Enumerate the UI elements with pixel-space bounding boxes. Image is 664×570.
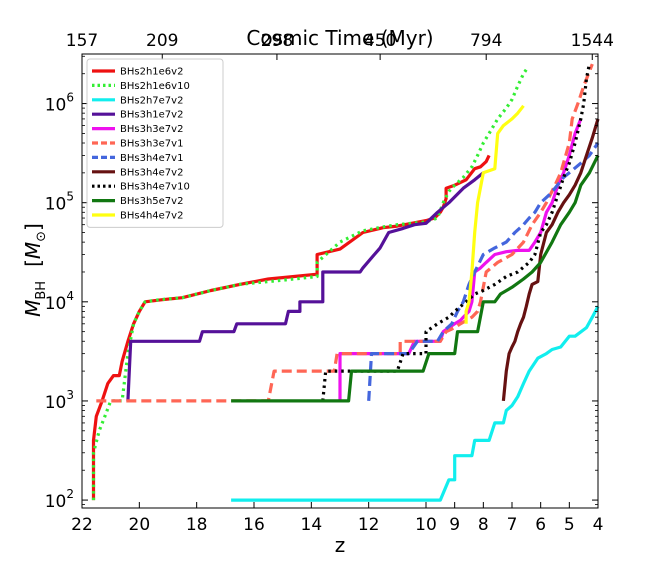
series-line-BHs3h3e7v2: [338, 118, 583, 401]
top-tick-label: 209: [146, 31, 178, 51]
left-axis: 102 103 104 105 106: [45, 55, 598, 512]
top-axis: 157 209 298 450 794 1544: [66, 31, 614, 60]
legend-label-BHs4h4e7v2: BHs4h4e7v2: [120, 211, 183, 222]
x-tick-label: 8: [478, 515, 489, 535]
x-tick-label: 14: [301, 515, 323, 535]
x-tick-label: 9: [449, 515, 460, 535]
legend-box: [86, 58, 224, 228]
series-line-BHs4h4e7v2: [464, 104, 525, 324]
plot-content: [91, 63, 600, 502]
y-axis-unit-open: [: [21, 259, 45, 267]
x-tick-label: 7: [507, 515, 518, 535]
legend-label-BHs2h7e7v2: BHs2h7e7v2: [120, 95, 183, 106]
x-tick-label: 16: [243, 515, 265, 535]
top-tick-label: 298: [261, 31, 293, 51]
y-tick-label: 102: [45, 487, 74, 512]
series-line-BHs3h5e7v2: [231, 154, 600, 403]
top-tick-label: 1544: [571, 31, 614, 51]
x-tick-label: 6: [535, 515, 546, 535]
y-tick-label: 103: [45, 388, 74, 413]
y-tick-label: 105: [45, 190, 74, 215]
y-axis-symbol: M: [21, 300, 45, 317]
series-line-BHs3h4e7v1: [367, 142, 600, 401]
series-line-BHs3h1e7v2: [126, 171, 485, 401]
legend-label-BHs3h3e7v1: BHs3h3e7v1: [120, 139, 183, 150]
y-axis-subscript: BH: [34, 281, 49, 300]
top-tick-label: 794: [470, 31, 502, 51]
svg-text:MBH[M⊙]: MBH[M⊙]: [21, 223, 49, 317]
top-tick-label: 450: [364, 31, 396, 51]
legend-label-BHs3h5e7v2: BHs3h5e7v2: [120, 196, 183, 207]
x-tick-label: 4: [593, 515, 604, 535]
y-tick-label: 106: [45, 91, 74, 116]
legend: BHs2h1e6v2 BHs2h1e6v10 BHs2h7e7v2 BHs3h1e7v…: [86, 58, 224, 228]
legend-label-BHs3h4e7v2: BHs3h4e7v2: [120, 167, 183, 178]
top-axis-title: Cosmic Time (Myr): [246, 26, 433, 50]
x-tick-label: 18: [186, 515, 208, 535]
top-tick-label: 157: [66, 31, 98, 51]
series-line-BHs2h7e7v2: [231, 305, 600, 502]
y-axis-unit-symbol: M: [21, 242, 45, 259]
x-tick-label: 12: [358, 515, 380, 535]
legend-label-BHs3h3e7v2: BHs3h3e7v2: [120, 124, 183, 135]
legend-label-BHs3h4e7v1: BHs3h4e7v1: [120, 153, 183, 164]
series-line-BHs2h1e6v2: [91, 154, 491, 501]
x-tick-label: 5: [564, 515, 575, 535]
legend-label-BHs2h1e6v10: BHs2h1e6v10: [120, 81, 190, 92]
y-tick-label: 104: [45, 289, 74, 314]
series-line-BHs3h4e7v2: [501, 118, 600, 402]
y-axis-unit-subscript: ⊙: [34, 231, 49, 242]
bottom-axis: 22 20 18 16 14 12 10 9 8 7 6 5 4: [71, 502, 603, 535]
series-line-BHs3h3e7v1: [96, 63, 594, 403]
x-tick-label: 22: [71, 515, 93, 535]
plot-frame: [81, 53, 599, 509]
y-axis-unit-close: ]: [21, 223, 45, 231]
legend-label-BHs2h1e6v2: BHs2h1e6v2: [120, 67, 183, 78]
legend-label-BHs3h1e7v2: BHs3h1e7v2: [120, 110, 183, 121]
y-axis-title: MBH[M⊙]: [21, 223, 49, 317]
x-axis-title: z: [335, 533, 346, 557]
x-tick-label: 20: [129, 515, 151, 535]
legend-label-BHs3h4e7v10: BHs3h4e7v10: [120, 182, 190, 193]
x-tick-label: 10: [415, 515, 437, 535]
